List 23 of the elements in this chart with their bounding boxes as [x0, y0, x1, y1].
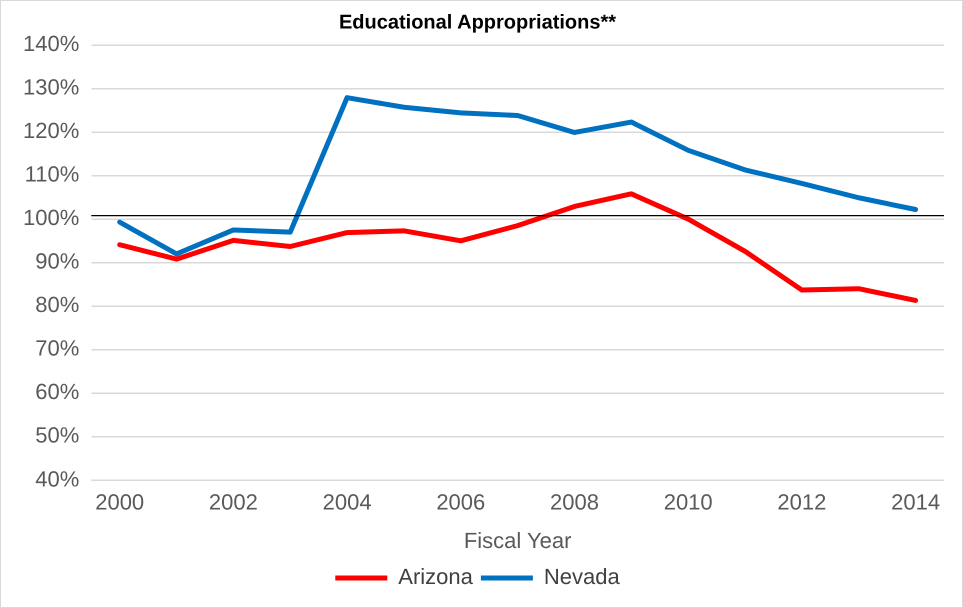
y-tick-label: 80%	[35, 292, 80, 318]
y-tick-label: 120%	[22, 118, 80, 144]
x-tick-label: 2006	[436, 489, 486, 514]
y-tick-label: 90%	[35, 248, 80, 274]
y-tick-label: 110%	[24, 162, 80, 187]
x-tick-label: 2010	[664, 489, 713, 514]
x-axis-title: Fiscal Year	[464, 528, 572, 553]
x-tick-label: 2008	[550, 489, 599, 514]
y-tick-label: 100%	[22, 205, 80, 230]
y-tick-label: 60%	[35, 379, 80, 404]
x-tick-label: 2012	[777, 489, 826, 514]
x-tick-label: 2002	[208, 489, 258, 514]
chart-title: Educational Appropriations**	[338, 12, 616, 34]
y-tick-label: 130%	[22, 74, 80, 100]
y-tick-label: 140%	[22, 31, 80, 56]
y-tick-label: 70%	[35, 336, 80, 361]
x-tick-label: 2000	[95, 489, 144, 514]
x-tick-label: 2004	[322, 489, 372, 514]
legend-label: Arizona	[398, 564, 474, 590]
x-tick-label: 2014	[891, 489, 940, 514]
y-tick-label: 40%	[35, 466, 80, 492]
legend-label: Nevada	[544, 564, 620, 590]
y-tick-label: 50%	[35, 422, 80, 448]
